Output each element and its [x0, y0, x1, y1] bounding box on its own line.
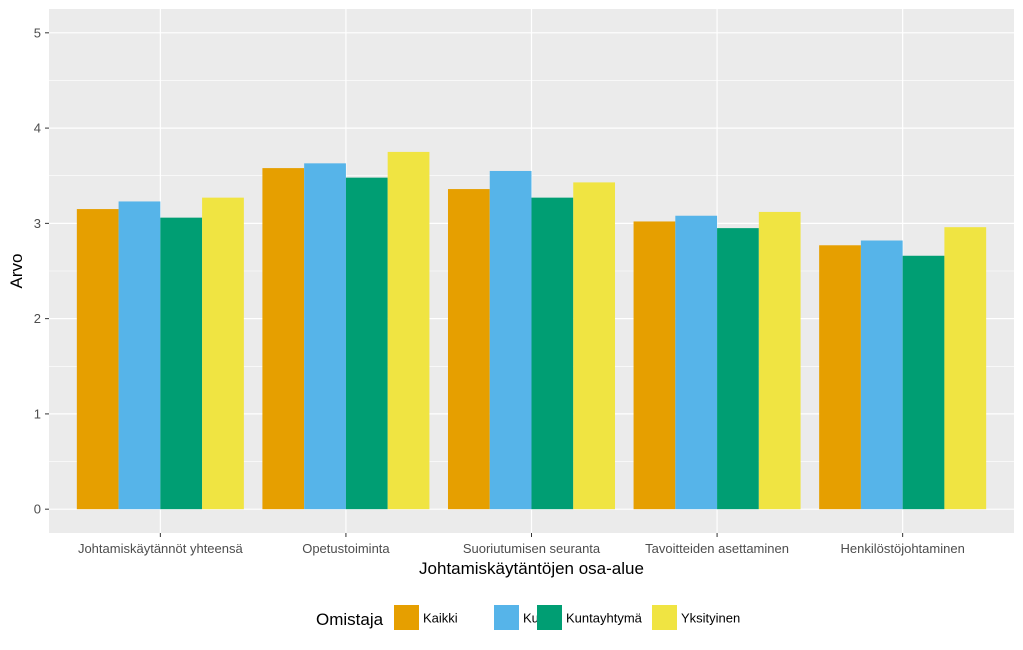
- bar-group-henkilostojohtaminen: [819, 227, 987, 510]
- legend-key-kaikki: [394, 605, 419, 630]
- bar-yksityinen-johtamiskaytannot-yhteensa: [202, 197, 244, 510]
- x-tick-label-johtamiskaytannot-yhteensa: Johtamiskäytännöt yhteensä: [78, 541, 244, 556]
- bar-kaikki-johtamiskaytannot-yhteensa: [76, 209, 119, 510]
- bar-kuntayhtyma-suoriutumisen-seuranta: [531, 197, 574, 510]
- bar-yksityinen-tavoitteiden-asettaminen: [758, 211, 801, 510]
- legend-item-yksityinen: Yksityinen: [652, 605, 740, 630]
- legend-title: Omistaja: [316, 610, 384, 629]
- y-tick-label: 2: [34, 311, 41, 326]
- bar-kuntayhtyma-tavoitteiden-asettaminen: [717, 228, 759, 510]
- x-tick-label-opetustoiminta: Opetustoiminta: [302, 541, 390, 556]
- legend-label-yksityinen: Yksityinen: [681, 611, 740, 626]
- bar-kuntayhtyma-opetustoiminta: [345, 177, 388, 510]
- legend-key-kuntayhtyma: [537, 605, 562, 630]
- bar-yksityinen-henkilostojohtaminen: [944, 227, 987, 510]
- x-axis-ticks: Johtamiskäytännöt yhteensä Opetustoiminta…: [78, 533, 965, 556]
- legend-key-yksityinen: [652, 605, 677, 630]
- x-axis-title: Johtamiskäytäntöjen osa-alue: [419, 559, 644, 578]
- bar-kunta-johtamiskaytannot-yhteensa: [118, 201, 161, 510]
- bar-kaikki-suoriutumisen-seuranta: [447, 189, 490, 510]
- bar-group-opetustoiminta: [262, 151, 430, 510]
- bar-group-tavoitteiden-asettaminen: [633, 211, 801, 510]
- bar-group-suoriutumisen-seuranta: [447, 170, 616, 510]
- bars: [76, 151, 987, 510]
- y-tick-label: 4: [34, 121, 41, 136]
- legend-key-kunta: [494, 605, 519, 630]
- bar-kuntayhtyma-johtamiskaytannot-yhteensa: [160, 217, 203, 510]
- bar-kunta-henkilostojohtaminen: [860, 240, 903, 510]
- legend-label-kaikki: Kaikki: [423, 611, 458, 626]
- legend-item-kaikki: Kaikki: [394, 605, 458, 630]
- bar-kunta-tavoitteiden-asettaminen: [675, 215, 718, 510]
- y-tick-label: 5: [34, 25, 41, 40]
- y-tick-label: 0: [34, 502, 41, 517]
- bar-yksityinen-opetustoiminta: [387, 151, 430, 510]
- legend: Omistaja KaikkiKuntaKuntayhtymäYksityine…: [316, 605, 740, 630]
- bar-kuntayhtyma-henkilostojohtaminen: [902, 255, 945, 510]
- y-tick-label: 3: [34, 216, 41, 231]
- bar-kunta-suoriutumisen-seuranta: [489, 170, 532, 510]
- legend-item-kuntayhtyma: Kuntayhtymä: [537, 605, 643, 630]
- x-tick-label-henkilostojohtaminen: Henkilöstöjohtaminen: [841, 541, 965, 556]
- y-axis-title: Arvo: [7, 254, 26, 289]
- y-tick-label: 1: [34, 406, 41, 421]
- bar-kaikki-tavoitteiden-asettaminen: [633, 221, 676, 510]
- bar-group-johtamiskaytannot-yhteensa: [76, 197, 244, 510]
- bar-kaikki-opetustoiminta: [262, 168, 305, 510]
- bar-kunta-opetustoiminta: [304, 163, 346, 510]
- legend-label-kuntayhtyma: Kuntayhtymä: [566, 611, 643, 626]
- x-tick-label-suoriutumisen-seuranta: Suoriutumisen seuranta: [463, 541, 601, 556]
- bar-kaikki-henkilostojohtaminen: [819, 245, 861, 510]
- y-axis-ticks: 0 1 2 3 4 5: [34, 25, 49, 517]
- x-tick-label-tavoitteiden-asettaminen: Tavoitteiden asettaminen: [645, 541, 789, 556]
- bar-yksityinen-suoriutumisen-seuranta: [573, 182, 616, 510]
